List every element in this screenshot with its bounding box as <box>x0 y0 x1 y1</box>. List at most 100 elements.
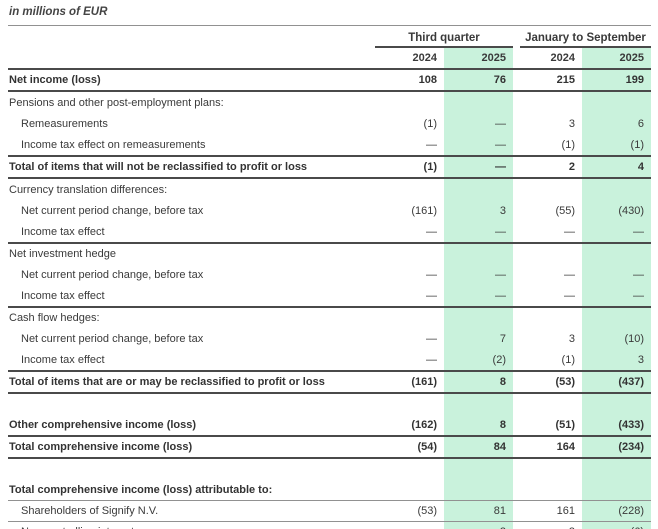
total-row: Total comprehensive income (loss) (54) 84 1… <box>8 437 651 459</box>
value-cell: 81 <box>444 501 513 521</box>
value-cell: — <box>426 268 437 281</box>
row-label: Currency translation differences: <box>9 183 168 196</box>
table-row: Income tax effect — — — — <box>8 221 651 242</box>
value-cell: 8 <box>444 415 513 435</box>
row-label: Cash flow hedges: <box>9 312 100 324</box>
value-cell <box>513 92 582 113</box>
value-cell: (234) <box>582 437 651 457</box>
row-label: Total of items that are or may be reclas… <box>9 376 325 388</box>
value-cell: — <box>426 225 437 238</box>
row-label: Income tax effect <box>21 225 105 238</box>
value-cell: — <box>444 113 513 134</box>
table-row: Non-controlling interests—23(6) <box>8 522 651 529</box>
value-cell <box>375 459 444 480</box>
value-cell: (53) <box>417 505 437 517</box>
value-cell: (162) <box>411 419 437 431</box>
value-cell: — <box>444 134 513 155</box>
row-label: Income tax effect <box>21 289 105 302</box>
value-cell <box>582 92 651 113</box>
value-cell: — <box>444 157 513 177</box>
table-row: Net current period change, before tax — — —… <box>8 264 651 285</box>
table-row: Shareholders of Signify N.V. (53) 81 161 (22… <box>8 501 651 522</box>
value-cell: — <box>444 285 513 306</box>
year-header-ytd-2025: 2025 <box>582 48 651 68</box>
value-cell: — <box>426 289 437 302</box>
value-cell <box>375 308 444 328</box>
value-cell: — <box>426 332 437 345</box>
value-cell: 6 <box>582 113 651 134</box>
value-cell <box>513 459 582 480</box>
value-cell: (228) <box>582 501 651 521</box>
value-cell <box>375 179 444 200</box>
row-label: Non-controlling interests <box>8 522 375 529</box>
value-cell: (6) <box>582 522 651 529</box>
column-group-row: Third quarter January to September <box>8 29 651 48</box>
value-cell: 4 <box>582 157 651 177</box>
value-cell: 215 <box>556 74 575 86</box>
value-cell: (430) <box>582 200 651 221</box>
value-cell: — <box>582 285 651 306</box>
value-cell: (53) <box>555 376 575 388</box>
value-cell <box>582 480 651 500</box>
value-cell: — <box>564 289 575 302</box>
value-cell <box>375 480 444 500</box>
value-cell: 161 <box>556 505 575 517</box>
year-header-ytd-2024: 2024 <box>550 52 575 64</box>
total-row: Total comprehensive income (loss) attrib… <box>8 480 651 501</box>
row-label: Net current period change, before tax <box>21 204 204 217</box>
value-cell: 76 <box>444 70 513 90</box>
value-cell: — <box>426 353 437 366</box>
value-cell: — <box>582 264 651 285</box>
value-cell: 3 <box>444 200 513 221</box>
value-cell: (1) <box>582 134 651 155</box>
table-row: Income tax effect — (2) (1) 3 <box>8 349 651 370</box>
row-label: Net current period change, before tax <box>21 332 204 345</box>
value-cell: (10) <box>582 328 651 349</box>
row-label: Total comprehensive income (loss) <box>9 441 193 453</box>
year-header-spacer <box>8 48 375 68</box>
value-cell <box>444 244 513 264</box>
total-row: Other comprehensive income (loss) (162) 8 (… <box>8 415 651 437</box>
value-cell <box>513 244 582 264</box>
value-cell <box>582 179 651 200</box>
column-group-header-third-quarter: Third quarter <box>375 29 513 48</box>
year-header-q3-2024: 2024 <box>412 52 437 64</box>
value-cell: (1) <box>561 353 575 366</box>
value-cell <box>375 394 444 415</box>
row-label: Other comprehensive income (loss) <box>9 419 197 431</box>
value-cell: 3 <box>568 117 575 130</box>
value-cell: — <box>564 225 575 238</box>
value-cell: 2 <box>444 522 513 529</box>
column-group-header-january-to-september: January to September <box>520 29 651 48</box>
value-cell: 164 <box>556 441 575 453</box>
table-row: Currency translation differences: <box>8 179 651 200</box>
row-label: Net investment hedge <box>9 248 117 260</box>
value-cell: (161) <box>411 376 437 388</box>
total-row: Net income (loss) 108 76 215 199 <box>8 70 651 92</box>
row-label: Net income (loss) <box>9 74 101 86</box>
value-cell: — <box>444 221 513 242</box>
value-cell <box>375 92 444 113</box>
value-cell: — <box>582 221 651 242</box>
row-label: Net current period change, before tax <box>21 268 204 281</box>
value-cell <box>582 308 651 328</box>
value-cell <box>582 394 651 415</box>
value-cell <box>513 480 582 500</box>
value-cell: (437) <box>582 372 651 392</box>
value-cell: (51) <box>555 419 575 431</box>
value-cell: (55) <box>555 204 575 217</box>
value-cell: (54) <box>417 441 437 453</box>
value-cell: 199 <box>582 70 651 90</box>
value-cell: (2) <box>444 349 513 370</box>
value-cell <box>444 92 513 113</box>
table-row: Income tax effect on remeasurements — — (1)… <box>8 134 651 155</box>
value-cell: (161) <box>411 204 437 217</box>
value-cell: — <box>444 264 513 285</box>
value-cell: 3 <box>513 522 582 529</box>
value-cell <box>513 179 582 200</box>
table-row: Remeasurements (1) — 3 6 <box>8 113 651 134</box>
value-cell <box>444 179 513 200</box>
row-label <box>8 394 375 415</box>
value-cell: 3 <box>568 332 575 345</box>
